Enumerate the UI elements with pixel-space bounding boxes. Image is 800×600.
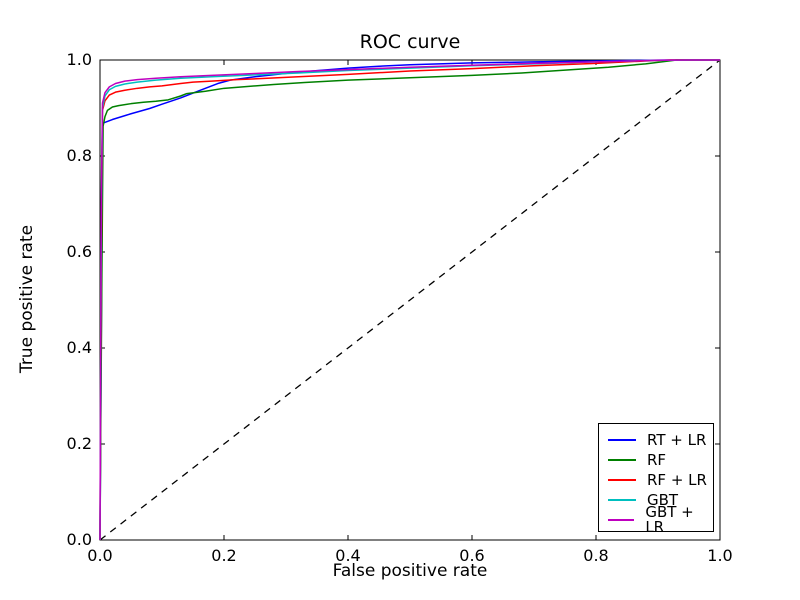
roc-curve-rf [99, 59, 720, 541]
chance-diagonal [99, 59, 721, 541]
legend-line-sample [608, 459, 636, 461]
roc-curve-gbt-lr [99, 59, 720, 541]
x-tick-label: 0.8 [583, 546, 608, 565]
x-tick-label: 0.4 [335, 546, 360, 565]
roc-curve-rf-lr [99, 59, 720, 541]
legend-item-rf-lr: RF + LR [608, 470, 713, 490]
y-tick-label: 0.0 [67, 530, 92, 549]
chart-title: ROC curve [359, 31, 461, 53]
x-tick-label: 0.6 [459, 546, 484, 565]
legend-item-rt-lr: RT + LR [608, 430, 713, 450]
legend-item-gbt: GBT [608, 490, 713, 510]
y-tick-label: 0.4 [67, 338, 92, 357]
y-tick-label: 0.6 [67, 242, 92, 261]
axes-frame [99, 59, 721, 541]
legend-label: RF [647, 450, 667, 469]
legend-line-sample [608, 499, 636, 501]
y-tick-label: 0.2 [67, 434, 92, 453]
legend: RT + LR RF RF + LR GBT GBT + LR [598, 423, 714, 535]
y-tick-label: 0.8 [67, 146, 92, 165]
y-axis-label: True positive rate [17, 224, 37, 374]
legend-item-rf: RF [608, 450, 713, 470]
x-axis-label: False positive rate [332, 561, 488, 581]
x-tick-label: 1.0 [707, 546, 732, 565]
roc-curve-rt-lr [99, 59, 720, 541]
legend-line-sample [608, 519, 635, 521]
legend-line-sample [608, 479, 636, 481]
legend-label: GBT + LR [645, 503, 694, 536]
legend-label: RF + LR [647, 470, 707, 489]
x-tick-label: 0.2 [211, 546, 236, 565]
legend-label: RT + LR [647, 430, 707, 449]
legend-line-sample [608, 439, 636, 441]
x-tick-label: 0.0 [87, 546, 112, 565]
legend-label: GBT [647, 490, 679, 509]
y-tick-label: 1.0 [67, 50, 92, 69]
legend-item-gbt-lr: GBT + LR [608, 505, 713, 535]
